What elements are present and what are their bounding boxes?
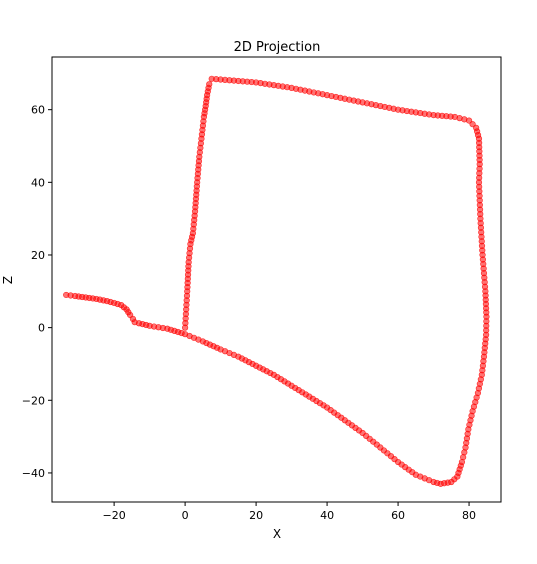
y-axis-label: Z <box>1 276 15 284</box>
x-tick-label: 0 <box>182 509 189 522</box>
y-tick-label: 60 <box>31 104 45 117</box>
x-tick-label: 80 <box>462 509 476 522</box>
y-tick-label: 40 <box>31 176 45 189</box>
x-axis-ticks: −20 0 20 40 60 80 <box>103 502 476 522</box>
x-tick-label: 40 <box>320 509 334 522</box>
y-tick-label: −40 <box>22 467 45 480</box>
plot-area <box>52 57 501 502</box>
y-tick-label: 20 <box>31 249 45 262</box>
chart-title: 2D Projection <box>234 40 321 55</box>
x-tick-label: 60 <box>391 509 405 522</box>
points-layer <box>63 75 490 487</box>
data-point <box>206 81 213 88</box>
x-tick-label: −20 <box>103 509 126 522</box>
y-axis-ticks: −40 −20 0 20 40 60 <box>22 104 52 480</box>
data-point <box>63 291 70 299</box>
plot-frame <box>51 56 502 503</box>
y-tick-label: 0 <box>38 322 45 335</box>
x-tick-label: 20 <box>249 509 263 522</box>
data-point <box>469 121 476 128</box>
x-axis-label: X <box>273 527 281 541</box>
y-tick-label: −20 <box>22 394 45 407</box>
